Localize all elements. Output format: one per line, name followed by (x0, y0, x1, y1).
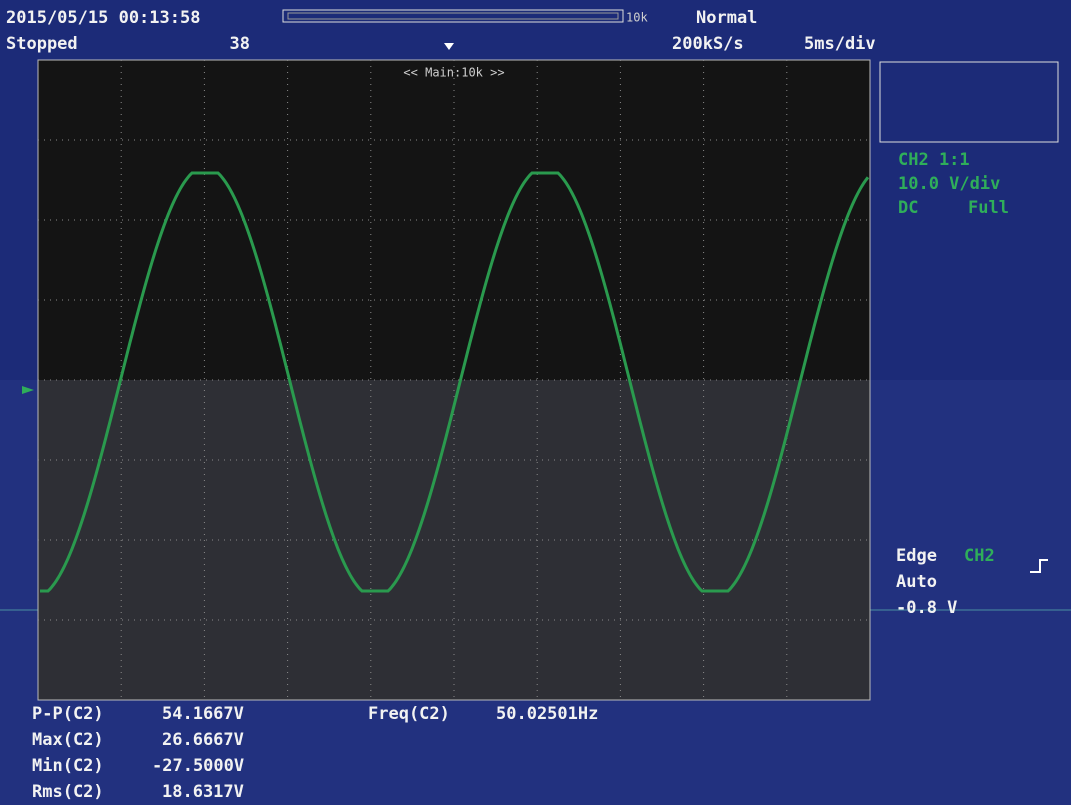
sample-rate: 200kS/s (672, 34, 744, 54)
measure-value: -27.5000V (152, 756, 244, 776)
page: {"header":{"datetime":"2015/05/15 00:13:… (0, 0, 1071, 805)
measure-value: 26.6667V (162, 730, 244, 750)
measure-label: P-P(C2) (32, 704, 104, 724)
oscilloscope-screen: 2015/05/15 00:13:58 Stopped 38 10k Norma… (0, 0, 1071, 805)
zoom-label: << Main:10k >> (403, 66, 504, 80)
measure-label: Max(C2) (32, 730, 104, 750)
freq-value: 50.02501Hz (496, 704, 598, 724)
measure-value: 54.1667V (162, 704, 244, 724)
measure-label: Rms(C2) (32, 782, 104, 802)
channel-bandwidth: Full (968, 198, 1009, 218)
trigger-mode: Auto (896, 572, 937, 592)
channel-scale: 10.0 V/div (898, 174, 1000, 194)
datetime: 2015/05/15 00:13:58 (6, 8, 200, 28)
measure-label: Min(C2) (32, 756, 104, 776)
trigger-type: Edge (896, 546, 937, 566)
channel-name: CH2 1:1 (898, 150, 970, 170)
record-length: 10k (626, 11, 648, 25)
acquisition-count: 38 (230, 34, 250, 54)
measure-value: 18.6317V (162, 782, 244, 802)
trigger-source: CH2 (964, 546, 995, 566)
trigger-level: -0.8 V (896, 598, 957, 618)
status: Stopped (6, 34, 78, 54)
trigger-mode-label: Normal (696, 8, 757, 28)
freq-label: Freq(C2) (368, 704, 450, 724)
timebase: 5ms/div (804, 34, 876, 54)
channel-coupling: DC (898, 198, 918, 218)
